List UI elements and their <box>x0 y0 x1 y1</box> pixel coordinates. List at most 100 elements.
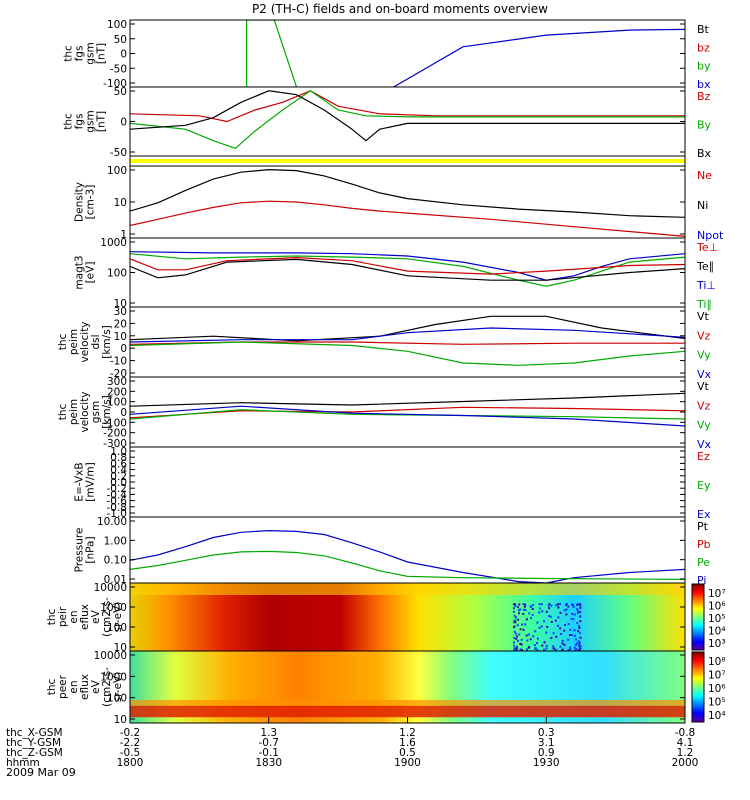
ylabel: thcpeimvelocitygsm[km/s] <box>57 391 113 432</box>
ylabel-line: sr-eV) <box>112 672 124 703</box>
ytick-label: 100 <box>107 268 127 280</box>
spectrogram-speckle <box>559 611 562 614</box>
ytick-label: -0.2 <box>107 483 128 495</box>
ytick-label: 0.8 <box>110 452 127 464</box>
ylabel-line: en <box>68 610 80 623</box>
ylabel: Density[cm-3] <box>74 182 97 222</box>
ylabel-line: thc <box>46 679 58 696</box>
ylabel-line: magt3 <box>74 255 86 289</box>
ylabel-line: (cm2-s- <box>101 667 113 707</box>
ytick-label: 10 <box>114 642 127 654</box>
ytick-label: -200 <box>103 428 127 440</box>
ylabel-line: thc <box>63 45 75 62</box>
plot-title: P2 (TH-C) fields and on-board moments ov… <box>252 2 548 16</box>
ephemeris-value: 1.2 <box>677 747 694 759</box>
spectrogram-speckle <box>573 629 576 632</box>
spectrogram-speckle <box>514 621 517 624</box>
spectrogram-speckle <box>543 648 546 651</box>
legend-item: bz <box>697 41 710 54</box>
ylabel-line: Pressure <box>74 528 86 573</box>
legend-item: Npot <box>697 229 724 242</box>
spectrogram-speckle <box>534 630 537 633</box>
ylabel-line: thc <box>46 609 58 626</box>
ytick-label: 10.00 <box>97 516 127 528</box>
spectrogram-speckle <box>535 642 538 645</box>
spectrogram-speckle <box>530 616 533 619</box>
ylabel-line: velocity <box>79 391 91 432</box>
ytick-label: -20 <box>110 368 127 380</box>
ytick-label: 1000 <box>100 671 127 683</box>
spectrogram-speckle <box>518 603 521 606</box>
spectrogram-speckle <box>522 603 525 606</box>
ytick-label: -0.6 <box>107 496 128 508</box>
spectrogram-speckle <box>543 620 546 623</box>
spectrogram-speckle <box>513 614 516 617</box>
ytick-label: -0.4 <box>107 489 128 501</box>
spectrogram-speckle <box>522 608 525 611</box>
spectrogram-speckle <box>530 606 533 609</box>
series-line-Te∥ <box>130 258 685 281</box>
spectrogram-speckle <box>568 634 571 637</box>
spectrogram-speckle <box>529 638 532 641</box>
spectrogram-speckle <box>548 615 551 618</box>
ytick-label: 50 <box>114 34 127 46</box>
legend-item: bx <box>697 78 711 91</box>
ylabel: thcpeimvelocitydsl[km/s] <box>57 321 113 362</box>
ytick-label: 100 <box>107 622 127 634</box>
spectrogram-speckle <box>563 609 566 612</box>
spectrogram-speckle <box>576 603 579 606</box>
spectrogram-speckle <box>531 613 534 616</box>
spectrogram-speckle <box>550 620 553 623</box>
spectrogram-speckle <box>525 648 528 651</box>
spectrogram-speckle <box>561 639 564 642</box>
ytick-label: 1 <box>120 229 127 241</box>
ephemeris-value: 1900 <box>394 757 421 769</box>
ytick-label: 300 <box>107 376 127 388</box>
ephemeris-value: -0.7 <box>259 737 280 749</box>
ytick-label: 1.00 <box>104 535 127 547</box>
spectrogram-speckle <box>548 607 551 610</box>
panel-4: 100 10 1 Density[cm-3] Ne Ni Npot <box>74 165 724 242</box>
spectrogram-speckle <box>570 617 573 620</box>
ylabel-line: dsl <box>90 334 102 349</box>
spectrogram-speckle <box>555 604 558 607</box>
series-line-Vz <box>130 406 685 419</box>
spectrogram-speckle <box>534 647 537 650</box>
colorbar-label: 10⁶ <box>708 601 726 613</box>
ylabel-line: [nPa] <box>85 536 97 563</box>
spectrogram-speckle <box>517 618 520 621</box>
spectrogram-speckle <box>513 630 516 633</box>
colorbar <box>691 583 705 651</box>
ylabel-line: [km/s] <box>101 325 113 359</box>
ylabel-line: thc <box>63 113 75 130</box>
ylabel-line: [nT] <box>96 43 108 64</box>
ytick-label: 1000 <box>100 237 127 249</box>
spectrogram-speckle <box>515 637 518 640</box>
ylabel-line: peir <box>57 606 69 627</box>
spectrogram-speckle <box>579 615 582 618</box>
ytick-label: 20 <box>114 318 127 330</box>
spectrogram-speckle <box>572 603 575 606</box>
ytick-label: -1.0 <box>107 508 128 520</box>
legend-item: Pi <box>697 574 706 587</box>
legend-item: Te⊥ <box>696 241 718 254</box>
panel-11: 10000 1000 100 10 thcpeerenefluxeV(cm2-s-sr-… <box>46 650 726 726</box>
spectrogram-speckle <box>565 608 568 611</box>
spectrogram-speckle <box>577 640 580 643</box>
ylabel-line: E=-VxB <box>74 462 86 501</box>
spectrogram-speckle <box>563 643 566 646</box>
flag-bar <box>130 159 685 163</box>
ytick-label: 0.10 <box>104 555 127 567</box>
ephemeris-value: 2000 <box>672 757 699 769</box>
ytick-label: -300 <box>103 438 127 450</box>
spectrogram-speckle <box>578 626 581 629</box>
series-line-Ni <box>130 168 685 218</box>
ytick-label: 100 <box>107 19 127 31</box>
spectrogram-speckle <box>552 632 555 635</box>
legend-item: Vy <box>697 419 711 432</box>
legend-item: Vy <box>697 349 711 362</box>
spectrogram-speckle <box>557 606 560 609</box>
ytick-label: 200 <box>107 386 127 398</box>
